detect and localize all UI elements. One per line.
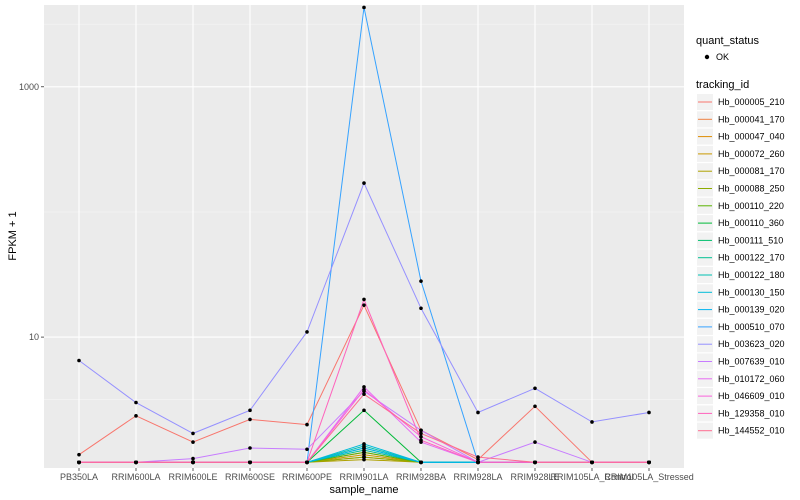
data-point bbox=[362, 457, 366, 462]
x-tick-label: RRIM600SE bbox=[225, 472, 275, 482]
data-point bbox=[362, 387, 366, 392]
data-point bbox=[362, 408, 366, 413]
data-point bbox=[419, 460, 423, 465]
axes-layer: 10 1000 PB350LA RRIM600LA RRIM600LE RRIM600SE… bbox=[19, 82, 694, 482]
data-point bbox=[533, 440, 537, 444]
data-point bbox=[533, 386, 537, 391]
data-point bbox=[362, 442, 366, 446]
data-point bbox=[533, 404, 537, 409]
legend-series-label: Hb_000122_170 bbox=[718, 253, 785, 263]
x-tick-label: PB350LA bbox=[60, 472, 98, 482]
legend-series-label: Hb_000130_150 bbox=[718, 287, 785, 297]
data-point bbox=[248, 446, 252, 450]
legend-series-label: Hb_003623_020 bbox=[718, 339, 785, 349]
data-point bbox=[362, 455, 366, 459]
data-point bbox=[647, 460, 651, 465]
data-point bbox=[305, 330, 309, 334]
x-tick-label: RRIM928LE bbox=[510, 472, 559, 482]
legend: quant_status OK tracking_id Hb_000005_21… bbox=[696, 35, 785, 439]
x-tick-label: RRIM600PE bbox=[282, 472, 332, 482]
data-point bbox=[191, 431, 195, 436]
legend-series-label: Hb_000110_220 bbox=[718, 201, 784, 211]
legend-series-label: Hb_000111_510 bbox=[718, 235, 783, 245]
data-point bbox=[476, 455, 480, 459]
legend-series-label: Hb_000041_170 bbox=[718, 114, 785, 124]
x-tick-label: RRIM105LA_Stressed bbox=[604, 472, 694, 482]
legend-series-label: Hb_046609_010 bbox=[718, 391, 785, 401]
x-axis-title: sample_name bbox=[329, 484, 398, 496]
data-point bbox=[77, 460, 81, 465]
data-point bbox=[362, 392, 366, 396]
legend-series-label: Hb_144552_010 bbox=[718, 426, 785, 436]
data-point bbox=[362, 297, 366, 302]
data-point bbox=[647, 410, 651, 415]
data-point bbox=[134, 414, 138, 418]
data-point bbox=[77, 452, 81, 457]
data-point bbox=[248, 460, 252, 465]
data-point bbox=[476, 410, 480, 415]
y-tick-label: 10 bbox=[29, 332, 39, 342]
x-tick-label: RRIM928LA bbox=[453, 472, 502, 482]
data-point bbox=[362, 181, 366, 185]
data-point bbox=[419, 434, 423, 439]
x-tick-label: RRIM600LE bbox=[168, 472, 217, 482]
data-point bbox=[590, 420, 594, 424]
y-tick-label: 1000 bbox=[19, 82, 39, 92]
legend-items: Hb_000005_210 Hb_000041_170 Hb_000047_040 H… bbox=[697, 94, 785, 439]
legend-ok-label: OK bbox=[716, 52, 729, 62]
data-point bbox=[476, 460, 480, 465]
data-point bbox=[248, 417, 252, 422]
legend-series-label: Hb_000122_180 bbox=[718, 270, 785, 280]
x-tick-label: RRIM901LA bbox=[339, 472, 388, 482]
data-point bbox=[419, 428, 423, 433]
y-axis-title: FPKM + 1 bbox=[7, 211, 19, 260]
data-point bbox=[305, 422, 309, 427]
data-point bbox=[134, 400, 138, 405]
legend-series-label: Hb_000047_040 bbox=[718, 132, 785, 142]
legend-series-label: Hb_000005_210 bbox=[718, 97, 785, 107]
data-point bbox=[533, 460, 537, 465]
legend-series-label: Hb_010172_060 bbox=[718, 374, 785, 384]
legend-series-label: Hb_000088_250 bbox=[718, 184, 785, 194]
legend-ok-point-icon bbox=[704, 54, 710, 60]
legend-series-label: Hb_000072_260 bbox=[718, 149, 785, 159]
legend-tracking-id-title: tracking_id bbox=[696, 79, 749, 91]
legend-series-label: Hb_000081_170 bbox=[718, 166, 785, 176]
data-point bbox=[305, 447, 309, 452]
data-point bbox=[305, 460, 309, 465]
data-point bbox=[191, 460, 195, 465]
x-tick-label: RRIM928BA bbox=[396, 472, 446, 482]
data-point bbox=[419, 306, 423, 311]
data-point bbox=[419, 279, 423, 283]
data-point bbox=[419, 431, 423, 436]
x-tick-label: RRIM600LA bbox=[111, 472, 160, 482]
data-point bbox=[77, 358, 81, 363]
data-point bbox=[419, 438, 423, 443]
data-point bbox=[191, 440, 195, 444]
legend-series-label: Hb_129358_010 bbox=[718, 408, 785, 418]
data-point bbox=[476, 457, 480, 462]
legend-quant-status-title: quant_status bbox=[696, 35, 759, 47]
data-point bbox=[590, 460, 594, 465]
data-point bbox=[362, 385, 366, 389]
data-point bbox=[362, 303, 366, 307]
data-point bbox=[362, 446, 366, 450]
data-point bbox=[134, 460, 138, 465]
legend-series-label: Hb_007639_010 bbox=[718, 357, 785, 367]
legend-series-label: Hb_000139_020 bbox=[718, 305, 785, 315]
legend-series-label: Hb_000510_070 bbox=[718, 322, 785, 332]
points-layer bbox=[77, 5, 651, 465]
legend-series-label: Hb_000110_360 bbox=[718, 218, 784, 228]
data-point bbox=[248, 408, 252, 413]
x-tick-label: RRIM105LA_Control bbox=[550, 472, 633, 482]
data-point bbox=[191, 456, 195, 461]
data-point bbox=[362, 5, 366, 10]
